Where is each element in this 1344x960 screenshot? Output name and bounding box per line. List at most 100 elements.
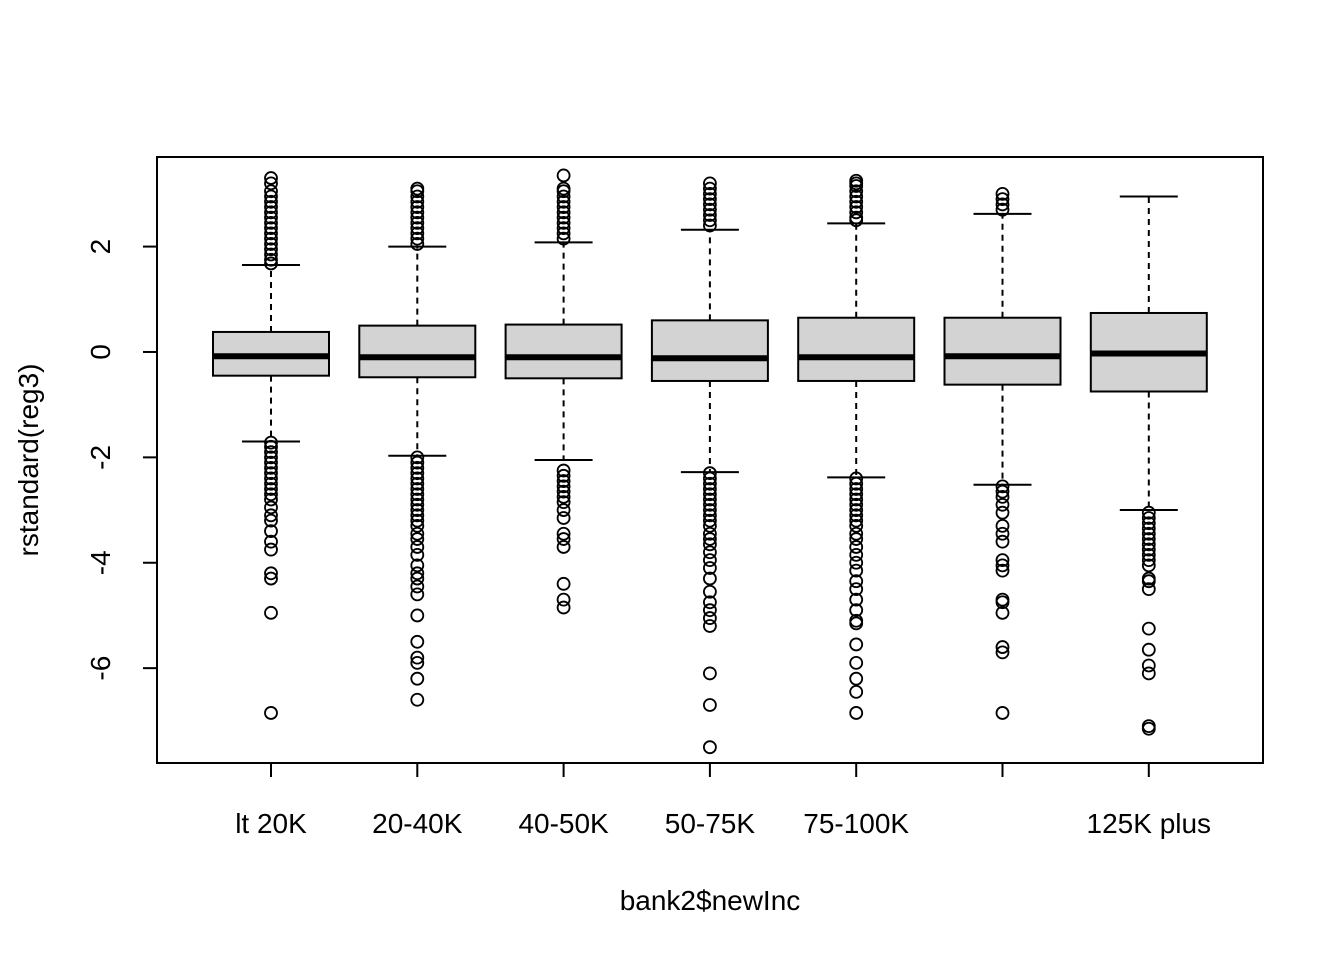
outlier-point (1141, 621, 1156, 636)
outlier-point (556, 468, 571, 483)
outlier-point (264, 231, 278, 246)
outlier-point (703, 476, 717, 491)
outlier-point (264, 534, 278, 549)
box-group-5 (797, 173, 916, 720)
outlier-point (1141, 721, 1156, 736)
outlier-point (849, 205, 864, 220)
outlier-point (703, 181, 717, 196)
outlier-point (264, 210, 278, 225)
outlier-point (556, 479, 571, 494)
outlier-point (410, 671, 425, 686)
outlier-point (264, 566, 278, 581)
outlier-point (703, 545, 717, 560)
outlier-point (556, 489, 571, 504)
outlier-point (995, 202, 1010, 217)
outlier-point (703, 603, 717, 618)
outlier-point (849, 179, 864, 193)
outlier-point (1141, 642, 1156, 657)
outlier-point (410, 487, 425, 502)
outlier-point (410, 497, 425, 512)
outlier-point (264, 471, 278, 486)
box (504, 323, 623, 380)
outlier-point (995, 192, 1010, 207)
outlier-point (410, 215, 425, 230)
outlier-point (264, 508, 278, 523)
outlier-point (849, 492, 864, 507)
outlier-point (849, 508, 864, 523)
outlier-point (849, 555, 864, 570)
outlier-point (556, 463, 571, 478)
outlier-point (556, 526, 571, 541)
outlier-point (995, 479, 1010, 494)
outlier-point (410, 587, 425, 602)
outlier-point (849, 194, 864, 209)
y-axis-label: rstandard(reg3) (13, 364, 44, 557)
outlier-point (264, 492, 278, 507)
outlier-point (995, 518, 1010, 533)
outlier-point (410, 482, 425, 496)
outlier-point (556, 231, 571, 246)
outlier-point (703, 471, 717, 486)
outlier-point (410, 466, 425, 481)
outlier-point (1141, 521, 1156, 536)
outlier-point (703, 561, 717, 575)
outlier-point (849, 513, 864, 528)
outlier-point (264, 176, 278, 191)
plot-area (212, 168, 1208, 755)
outlier-point (410, 226, 425, 241)
outlier-point (556, 484, 571, 499)
outlier-point (264, 226, 278, 241)
x-axis: lt 20K 20-40K 40-50K 50-75K 75-100K 125K plus (235, 763, 1211, 839)
x-tick-label: 50-75K (665, 808, 756, 839)
outlier-point (264, 571, 278, 586)
outlier-point (410, 471, 425, 486)
outlier-point (703, 192, 717, 207)
outlier-point (703, 526, 717, 541)
outlier-point (703, 595, 717, 610)
outlier-point (556, 474, 571, 488)
outlier-point (1141, 516, 1156, 531)
outlier-point (410, 200, 425, 214)
box-group-1 (212, 171, 330, 720)
outlier-point (556, 200, 571, 214)
outlier-point (703, 202, 717, 217)
outlier-point (849, 563, 864, 578)
outlier-point (703, 532, 717, 546)
outlier-point (410, 205, 425, 220)
y-tick-label: -2 (85, 445, 116, 470)
y-axis: -6 -4 -2 0 2 (85, 239, 157, 681)
outlier-point (1141, 658, 1156, 673)
outlier-point (703, 584, 717, 599)
outlier-point (1141, 542, 1156, 557)
outlier-point (264, 221, 278, 236)
outlier-point (995, 505, 1010, 520)
outlier-point (264, 476, 278, 491)
outlier-point (556, 194, 571, 209)
outlier-point (995, 526, 1010, 541)
outlier-point (703, 611, 717, 625)
box (358, 324, 477, 379)
outlier-point (264, 439, 278, 454)
box (650, 319, 769, 382)
outlier-point (849, 487, 864, 502)
outlier-point (410, 508, 425, 523)
box-group-6 (943, 186, 1062, 720)
outlier-point (556, 205, 571, 220)
outlier-point (264, 205, 278, 220)
outlier-point (703, 537, 717, 552)
outlier-point (264, 184, 278, 199)
outlier-point (703, 740, 717, 755)
outlier-point (410, 450, 425, 465)
outlier-point (556, 503, 571, 517)
outlier-point (556, 576, 571, 591)
outlier-point (703, 197, 717, 212)
outlier-point (1141, 582, 1156, 597)
outlier-point (703, 666, 717, 681)
outlier-point (849, 637, 864, 652)
outlier-point (995, 534, 1010, 549)
outlier-point (995, 605, 1010, 620)
outlier-point (264, 500, 278, 515)
outlier-point (849, 582, 864, 597)
outlier-point (264, 524, 278, 539)
outlier-point (849, 671, 864, 686)
